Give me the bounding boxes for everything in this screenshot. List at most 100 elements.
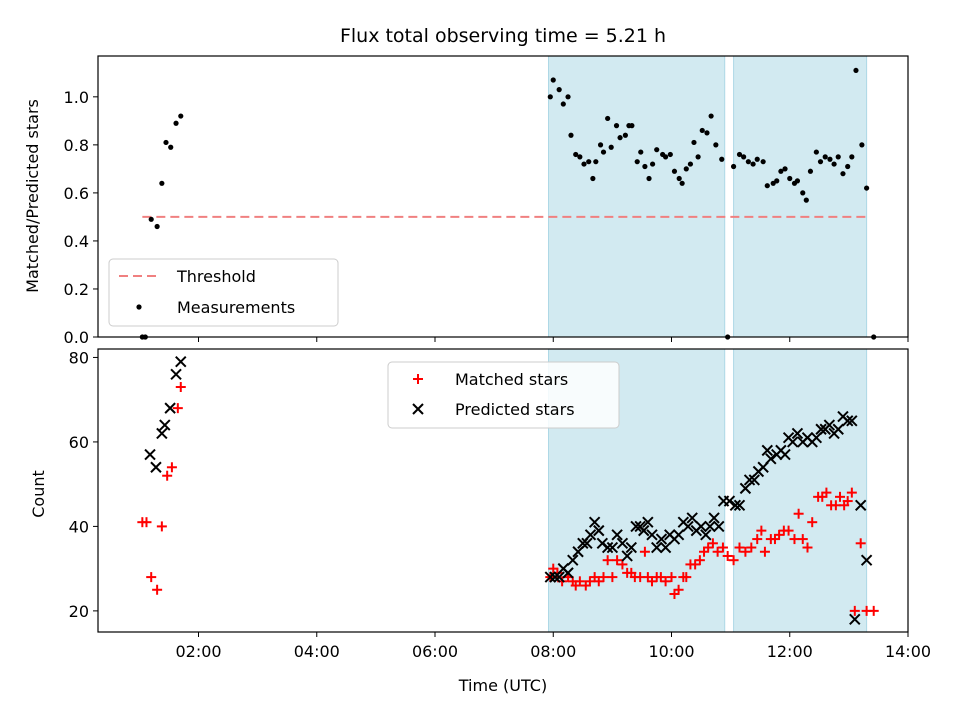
measurement-point [622,132,628,138]
matched-point [166,462,177,473]
predicted-point [860,554,873,566]
predicted-point [832,423,844,435]
top-plot-frame [97,55,909,338]
predicted-point-b [642,516,654,528]
predicted-point [562,567,574,579]
measurement-point [178,113,184,119]
predicted-point-b [611,529,623,541]
predicted-point [581,537,593,550]
measurement-point [778,168,784,174]
predicted-point [544,571,557,583]
predicted-point-b [686,512,698,524]
matched-point [734,542,745,553]
measurement-point [803,197,809,203]
predicted-point [823,419,836,431]
matched-point [746,542,757,553]
matched-point [807,517,818,528]
predicted-point-b [672,529,685,541]
predicted-point-b [638,524,650,537]
predicted-point [638,524,650,537]
measurement-point [676,175,682,182]
predicted-point [150,461,162,473]
measurement-point [577,154,583,160]
y-tick-label: 0.2 [64,280,89,299]
measurement-point [638,149,644,155]
matched-point [783,525,794,536]
predicted-point-b [765,453,777,465]
x-axis-label: Time (UTC) [458,676,547,695]
y-tick-label: 0.6 [64,184,89,203]
measurement-point [813,149,819,155]
predicted-point-b [791,427,804,440]
measurement-point [741,154,747,160]
legend-matched-marker [413,374,423,384]
predicted-point-b [156,427,168,440]
matched-point [156,521,167,532]
matched-point [855,538,866,549]
predicted-point [584,529,597,541]
matched-point [756,525,767,536]
measurement-point [794,178,801,184]
predicted-point-b [544,571,557,583]
x-tick-label: 04:00 [294,642,340,661]
measurement-point [671,168,678,174]
legend-measurements-swatch [136,304,142,310]
y-tick-label: 0.0 [64,328,89,347]
predicted-point-b [621,550,633,562]
predicted-point-b [779,448,791,461]
x-tick-label: 10:00 [648,642,694,661]
legend-matched-label: Matched stars [455,370,568,389]
predicted-point-b [815,423,827,435]
top-y-axis-label: Matched/Predicted stars [23,99,42,293]
top-legend: Threshold Measurements [108,258,339,327]
measurement-point [800,190,806,196]
measurement-point [173,120,179,126]
matched-point [681,572,692,583]
predicted-point [854,499,867,511]
measurement-point [774,178,780,184]
measurement-point [787,175,793,182]
matched-point [660,576,671,587]
predicted-point [651,541,663,554]
top-y-axis: 0.0 0.2 0.4 0.6 0.8 1.0 [64,88,98,347]
predicted-point-b [567,554,579,566]
predicted-point [642,516,654,528]
predicted-point-b [708,512,720,524]
predicted-point [723,495,736,507]
measurement-point [654,147,660,153]
measurement-point [547,94,553,100]
predicted-point [810,431,823,444]
predicted-point [708,512,720,524]
measurement-point [864,185,870,191]
predicted-point [682,520,694,533]
legend-predicted-swatch [412,403,424,415]
predicted-point-b [713,520,725,533]
measurement-point [730,163,737,170]
predicted-point [841,415,854,427]
y-tick-label: 1.0 [64,88,89,107]
bottom-plot-frame [97,348,909,633]
y-tick-label: 60 [69,433,89,452]
predicted-point-b [164,402,176,414]
predicted-point [156,427,168,440]
predicted-point-b [739,482,752,495]
measurement-point [807,168,814,174]
measurement-point [754,156,760,162]
predicted-point-b [655,533,668,545]
measurement-point [593,159,599,165]
measurement-point [597,142,604,148]
predicted-point [549,571,561,583]
predicted-point [761,444,773,457]
count-panel: 20 40 60 80 02:00 04:00 06:00 08:00 10:00 12:00 1… [29,348,931,695]
measurement-point [560,101,566,107]
matched-point [146,572,157,583]
y-tick-label: 20 [69,602,89,621]
measurement-point [683,166,689,172]
measurement-point [646,175,652,182]
top-observing-bands [548,55,868,338]
measurement-point [586,159,592,165]
matched-point [717,542,728,553]
matched-point [821,487,832,498]
predicted-point [765,453,777,465]
